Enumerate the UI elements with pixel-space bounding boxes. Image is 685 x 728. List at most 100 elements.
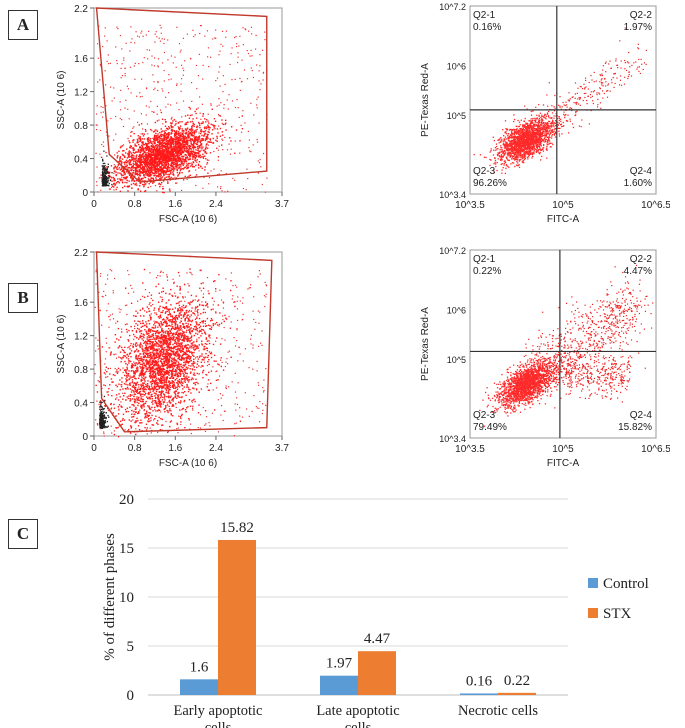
y-tick-label: 10^7.2 (439, 246, 466, 256)
y-axis-label: PE-Texas Red-A (420, 307, 431, 381)
quadrant-percent: 96.26% (473, 178, 507, 189)
quadrant-percent: 0.16% (473, 22, 501, 33)
bar-control (320, 675, 358, 695)
y-tick-label: 10^5 (447, 355, 466, 365)
y-tick-label: 10^3.4 (439, 190, 466, 200)
event-dots (473, 27, 647, 175)
y-tick-label: 10 (119, 590, 134, 606)
quadrant-name: Q2-1 (473, 10, 496, 21)
quadrant-name: Q2-2 (630, 10, 653, 21)
y-tick-label: 0.4 (74, 399, 88, 410)
x-tick-label: 10^5 (552, 200, 574, 211)
y-tick-label: 10^3.4 (439, 434, 466, 444)
bar-control (180, 679, 218, 695)
category-label: cells (345, 720, 372, 728)
x-tick-label: 3.7 (275, 199, 289, 210)
x-tick-label: 10^6.5 (641, 200, 670, 211)
x-tick-label: 1.6 (168, 443, 182, 454)
quadrant-name: Q2-3 (473, 410, 496, 421)
category-label: Early apoptotic (174, 703, 263, 719)
event-dots (95, 24, 268, 194)
scatter-fsc-ssc-a: 0 0.8 1.6 2.4 3.7 0 0.4 0.8 1.2 1.6 2.2 FSC-A (10 6… (56, 4, 289, 225)
x-tick-label: 0.8 (128, 199, 142, 210)
scatter-fitc-pe-a: Q2-10.16% Q2-21.97% Q2-396.26% Q2-41.60% 10^… (420, 2, 670, 225)
x-tick-label: 10^3.5 (455, 200, 485, 211)
plot-frame (469, 249, 657, 439)
y-axis-label: % of different phases (102, 533, 118, 661)
x-tick-label: 10^6.5 (641, 444, 670, 455)
x-tick-label: 0 (91, 199, 97, 210)
data-label: 1.97 (326, 656, 353, 672)
category-label: Late apoptotic (316, 703, 399, 719)
y-tick-label: 10^5 (447, 111, 466, 121)
y-tick-label: 2.2 (74, 248, 88, 259)
y-tick-label: 10^6 (447, 61, 466, 71)
quadrant-name: Q2-4 (630, 410, 653, 421)
quadrant-percent: 79.49% (473, 422, 507, 433)
x-axis-label: FSC-A (10 6) (159, 214, 217, 225)
x-tick-label: 0 (91, 443, 97, 454)
bar-stx (358, 651, 396, 695)
y-tick-label: 15 (119, 541, 134, 557)
y-tick-label: 10^6 (447, 305, 466, 315)
legend-label: STX (603, 606, 632, 622)
y-tick-label: 0 (127, 688, 135, 704)
x-tick-label: 0.8 (128, 443, 142, 454)
legend-swatch (588, 608, 598, 618)
x-tick-label: 1.6 (168, 199, 182, 210)
y-tick-label: 0 (82, 188, 88, 199)
scatter-fitc-pe-b: Q2-10.22% Q2-24.47% Q2-379.49% Q2-415.82% 10… (420, 246, 670, 469)
category-label: cells (205, 720, 232, 728)
panel-label-a: A (8, 10, 38, 40)
bar-stx (498, 692, 536, 695)
category-label: Necrotic cells (458, 703, 538, 719)
bar-chart-phases: 0 5 10 15 20 % of different phases 1.6 15.82 Ear… (102, 492, 649, 728)
bar-control (460, 693, 498, 695)
event-dots (94, 255, 268, 438)
x-tick-label: 2.4 (209, 199, 223, 210)
data-label: 0.22 (504, 673, 530, 689)
x-axis-label: FITC-A (547, 214, 580, 225)
y-tick-label: 1.2 (74, 332, 88, 343)
x-axis-label: FSC-A (10 6) (159, 458, 217, 469)
quadrant-percent: 1.97% (624, 22, 652, 33)
quadrant-name: Q2-3 (473, 166, 496, 177)
x-tick-label: 10^3.5 (455, 444, 485, 455)
y-tick-label: 0.4 (74, 155, 88, 166)
legend-swatch (588, 578, 598, 588)
plot-frame (469, 5, 657, 195)
y-axis-label: SSC-A (10 6) (56, 71, 67, 130)
quadrant-percent: 1.60% (624, 178, 652, 189)
y-tick-label: 1.2 (74, 88, 88, 99)
y-tick-label: 0.8 (74, 121, 88, 132)
x-tick-label: 2.4 (209, 443, 223, 454)
y-tick-label: 20 (119, 492, 134, 508)
y-tick-label: 5 (127, 639, 135, 655)
y-tick-label: 1.6 (74, 298, 88, 309)
plot-frame (93, 251, 283, 437)
y-tick-label: 10^7.2 (439, 2, 466, 12)
gate-polygon (95, 7, 268, 183)
quadrant-percent: 0.22% (473, 266, 501, 277)
panel-label-c: C (8, 519, 38, 549)
y-tick-label: 1.6 (74, 54, 88, 65)
legend-label: Control (603, 576, 649, 592)
bar-stx (218, 539, 256, 695)
y-tick-label: 2.2 (74, 4, 88, 15)
data-label: 15.82 (220, 520, 254, 536)
quadrant-name: Q2-2 (630, 254, 653, 265)
data-label: 1.6 (190, 659, 209, 675)
scatter-fsc-ssc-b: 0 0.8 1.6 2.4 3.7 0 0.4 0.8 1.2 1.6 2.2 FSC-A (10 6… (56, 248, 289, 469)
event-dots (479, 264, 654, 427)
quadrant-percent: 15.82% (618, 422, 652, 433)
quadrant-name: Q2-1 (473, 254, 496, 265)
x-axis-label: FITC-A (547, 458, 580, 469)
quadrant-name: Q2-4 (630, 166, 653, 177)
data-label: 4.47 (364, 631, 391, 647)
y-axis-label: SSC-A (10 6) (56, 315, 67, 374)
y-tick-label: 0 (82, 432, 88, 443)
panel-label-b: B (8, 283, 38, 313)
quadrant-percent: 4.47% (624, 266, 652, 277)
x-tick-label: 3.7 (275, 443, 289, 454)
data-label: 0.16 (466, 673, 493, 689)
